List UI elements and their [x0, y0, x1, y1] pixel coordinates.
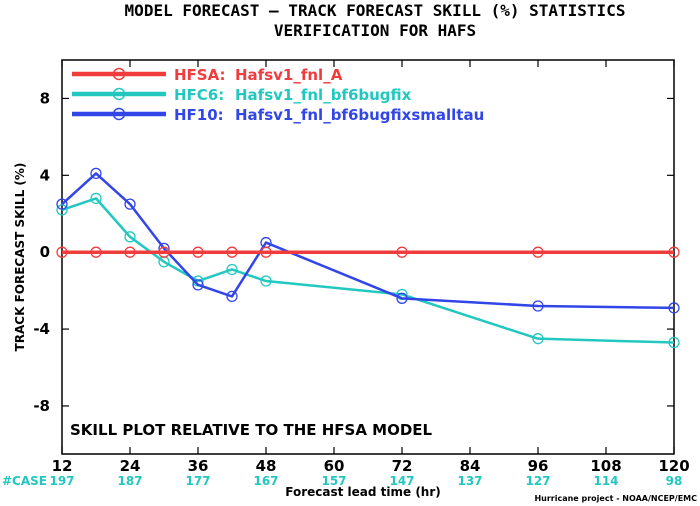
- case-count: 157: [321, 474, 346, 488]
- chart-title: MODEL FORECAST — TRACK FORECAST SKILL (%…: [125, 1, 626, 20]
- data-point: [260, 246, 272, 258]
- case-count: 98: [666, 474, 683, 488]
- data-point: [668, 246, 680, 258]
- data-point: [124, 198, 136, 210]
- cases-label: #CASE: [2, 474, 47, 488]
- data-point: [226, 263, 238, 276]
- data-point: [396, 246, 408, 258]
- case-count: 114: [593, 474, 618, 488]
- x-tick-label: 108: [590, 457, 621, 475]
- legend-name: HF10:: [174, 106, 224, 124]
- series-layer: [56, 167, 680, 349]
- chart-subtitle: VERIFICATION FOR HAFS: [274, 21, 476, 40]
- x-tick-label: 120: [658, 457, 689, 475]
- legend-label: Hafsv1_fnl_bf6bugfix: [235, 86, 412, 104]
- data-point: [226, 246, 238, 258]
- y-tick-label: 0: [40, 243, 50, 261]
- x-tick-label: 12: [52, 457, 73, 475]
- legend-label: Hafsv1_fnl_A: [235, 66, 343, 84]
- data-point: [56, 204, 68, 216]
- data-point: [56, 198, 68, 210]
- data-point: [90, 192, 102, 205]
- y-tick-label: 8: [40, 89, 50, 107]
- credit-text: Hurricane project - NOAA/NCEP/EMC: [534, 494, 697, 503]
- y-axis-label: TRACK FORECAST SKILL (%): [13, 163, 27, 352]
- data-point: [158, 246, 170, 258]
- case-count: 187: [117, 474, 142, 488]
- y-tick-label: -4: [33, 320, 50, 338]
- data-point: [124, 231, 136, 243]
- data-point: [90, 167, 102, 180]
- data-point: [668, 336, 680, 349]
- data-point: [532, 300, 544, 312]
- case-count: 147: [389, 474, 414, 488]
- x-tick-label: 24: [120, 457, 141, 475]
- data-point: [668, 302, 680, 314]
- x-tick-label: 96: [528, 457, 549, 475]
- x-tick-label: 60: [324, 457, 345, 475]
- data-point: [90, 246, 102, 258]
- legend-name: HFC6:: [174, 86, 224, 104]
- data-point: [56, 246, 68, 258]
- skill-annotation: SKILL PLOT RELATIVE TO THE HFSA MODEL: [70, 421, 433, 439]
- axes: 1219724187361774816760157721478413796127…: [2, 60, 690, 488]
- series-line: [61, 197, 675, 344]
- legend-marker: [112, 87, 126, 101]
- data-point: [124, 246, 136, 258]
- x-tick-label: 48: [256, 457, 277, 475]
- x-tick-label: 36: [188, 457, 209, 475]
- data-point: [532, 246, 544, 258]
- case-count: 197: [49, 474, 74, 488]
- series-line: [61, 172, 675, 310]
- case-count: 177: [185, 474, 210, 488]
- case-count: 137: [457, 474, 482, 488]
- data-point: [260, 275, 272, 287]
- x-tick-label: 84: [460, 457, 481, 475]
- case-count: 127: [525, 474, 550, 488]
- case-count: 167: [253, 474, 278, 488]
- legend-label: Hafsv1_fnl_bf6bugfixsmalltau: [235, 106, 484, 124]
- data-point: [396, 292, 408, 304]
- legend-name: HFSA:: [174, 66, 226, 84]
- legend-marker: [112, 107, 126, 121]
- data-point: [532, 333, 544, 345]
- x-axis-label: Forecast lead time (hr): [285, 485, 441, 499]
- data-point: [226, 290, 238, 303]
- data-point: [192, 246, 204, 258]
- legend: HFSA: Hafsv1_fnl_A HFC6: Hafsv1_fnl_bf6bugf…: [72, 66, 484, 124]
- y-tick-label: -8: [33, 397, 50, 415]
- y-tick-label: 4: [40, 166, 50, 184]
- legend-marker: [112, 67, 126, 81]
- x-tick-label: 72: [392, 457, 413, 475]
- data-point: [192, 279, 204, 291]
